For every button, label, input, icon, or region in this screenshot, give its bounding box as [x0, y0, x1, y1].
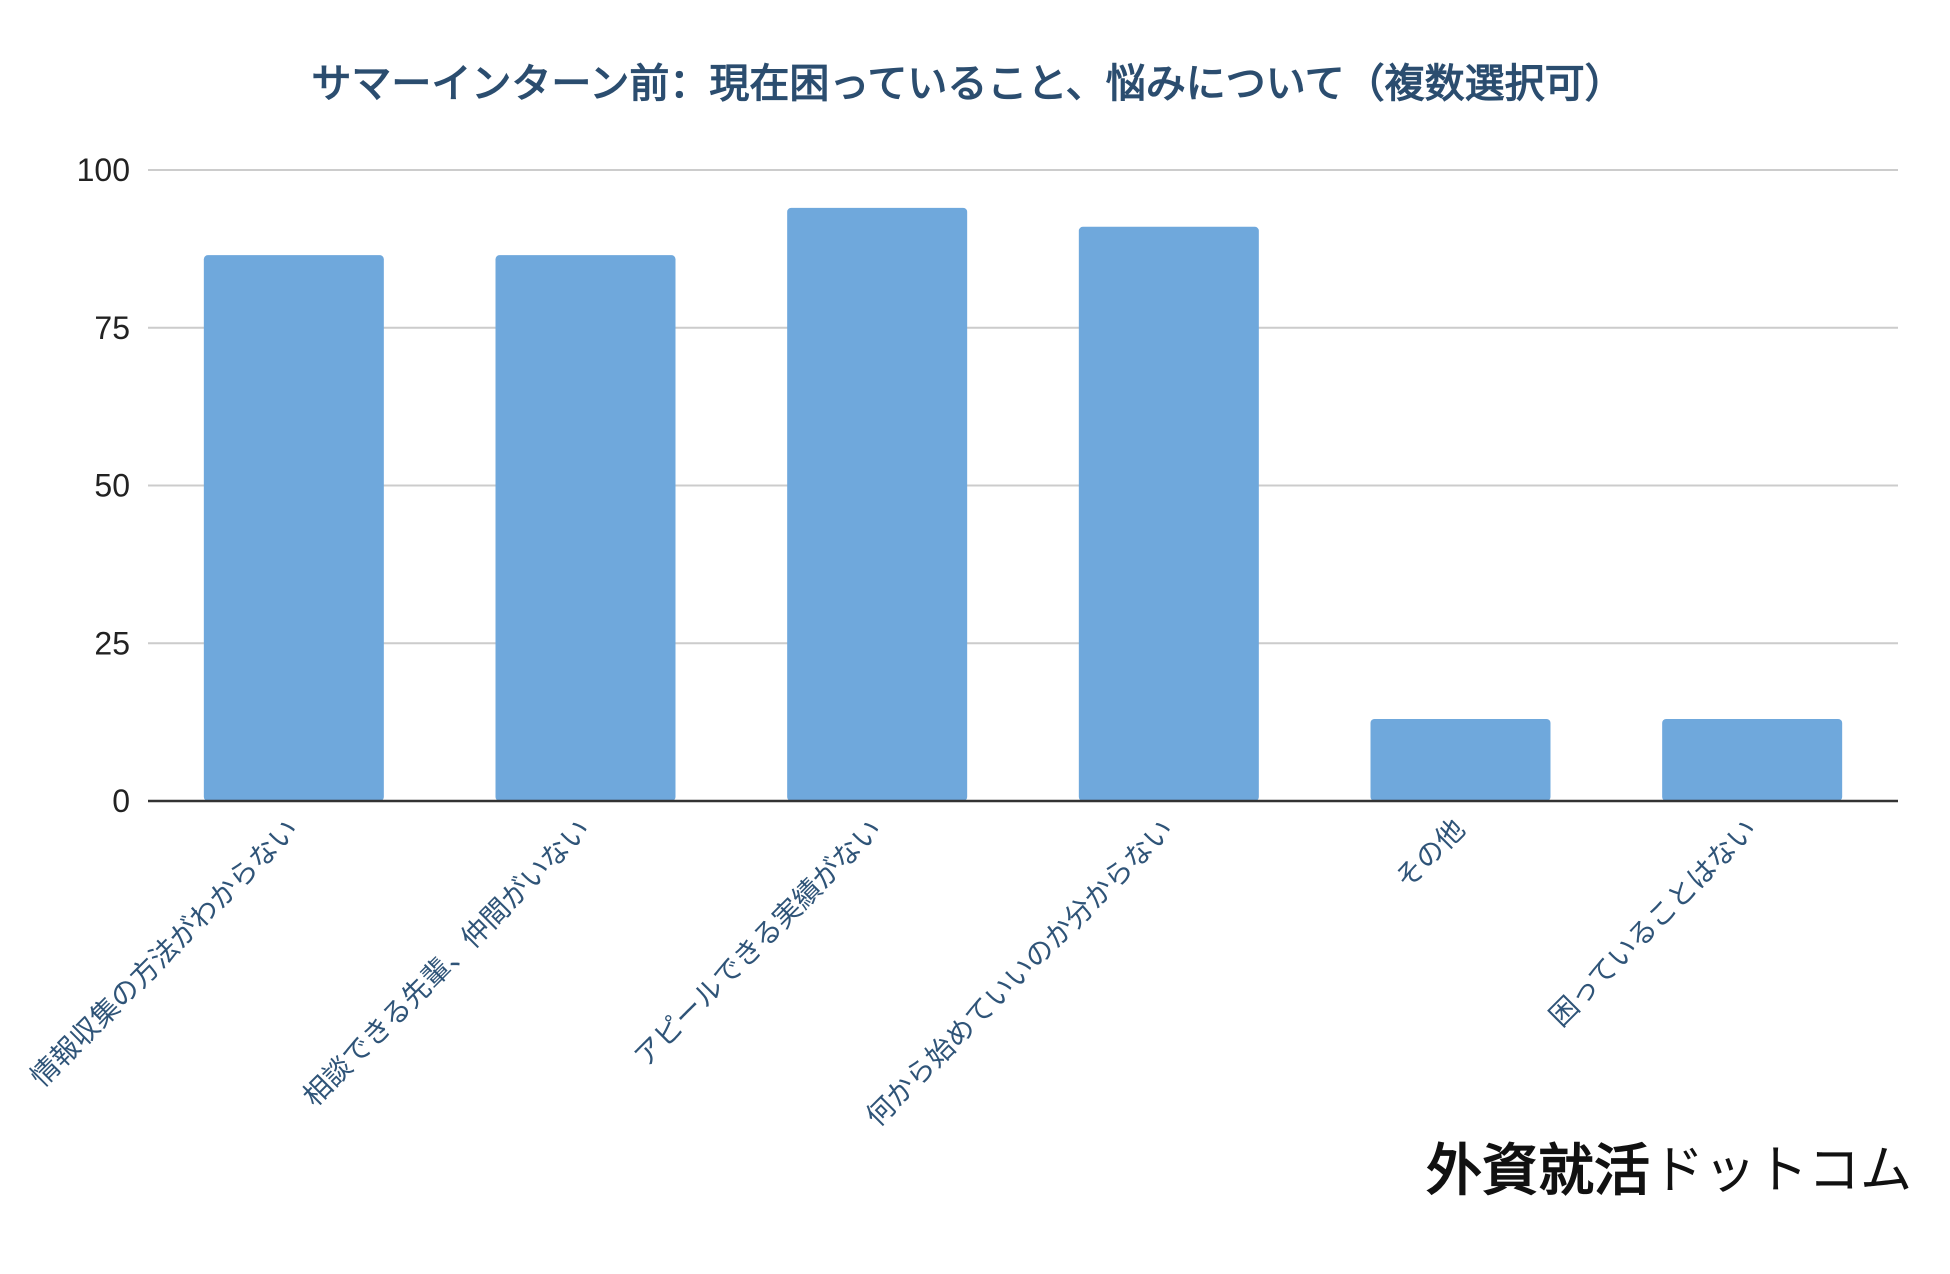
- bars: [203, 207, 1843, 802]
- x-tick-label-6: 困っていることはない: [1543, 813, 1763, 1033]
- x-tick-label-5: その他: [1389, 813, 1472, 896]
- bar-4: [1078, 226, 1259, 802]
- bar-6: [1662, 718, 1843, 801]
- y-tick-label-0: 0: [112, 783, 130, 819]
- watermark-main-text: 外資就活: [1426, 1138, 1650, 1204]
- x-tick-label-4: 何から始めていいのか分からない: [859, 813, 1179, 1133]
- y-tick-label-50: 50: [94, 468, 130, 504]
- bar-5: [1370, 718, 1551, 801]
- bar-1: [203, 255, 384, 801]
- x-tick-label-3: アピールできる実績がない: [628, 813, 889, 1074]
- x-tick-label-2: 相談できる先輩、仲間がいない: [296, 813, 596, 1113]
- chart-title: サマーインターン前：現在困っていること、悩みについて（複数選択可）: [311, 61, 1624, 107]
- bar-2: [495, 255, 676, 801]
- y-tick-label-25: 25: [94, 625, 130, 661]
- gridlines: [148, 169, 1898, 645]
- watermark-logo: 外資就活 ドットコム: [1426, 1138, 1912, 1204]
- y-tick-label-75: 75: [94, 310, 130, 346]
- x-tick-label-1: 情報収集の方法がわからない: [24, 813, 305, 1094]
- watermark-sub-text: ドットコム: [1652, 1141, 1912, 1201]
- y-axis-labels: 0 25 50 75 100: [77, 152, 130, 819]
- bar-3: [787, 207, 968, 802]
- y-tick-label-100: 100: [77, 152, 130, 188]
